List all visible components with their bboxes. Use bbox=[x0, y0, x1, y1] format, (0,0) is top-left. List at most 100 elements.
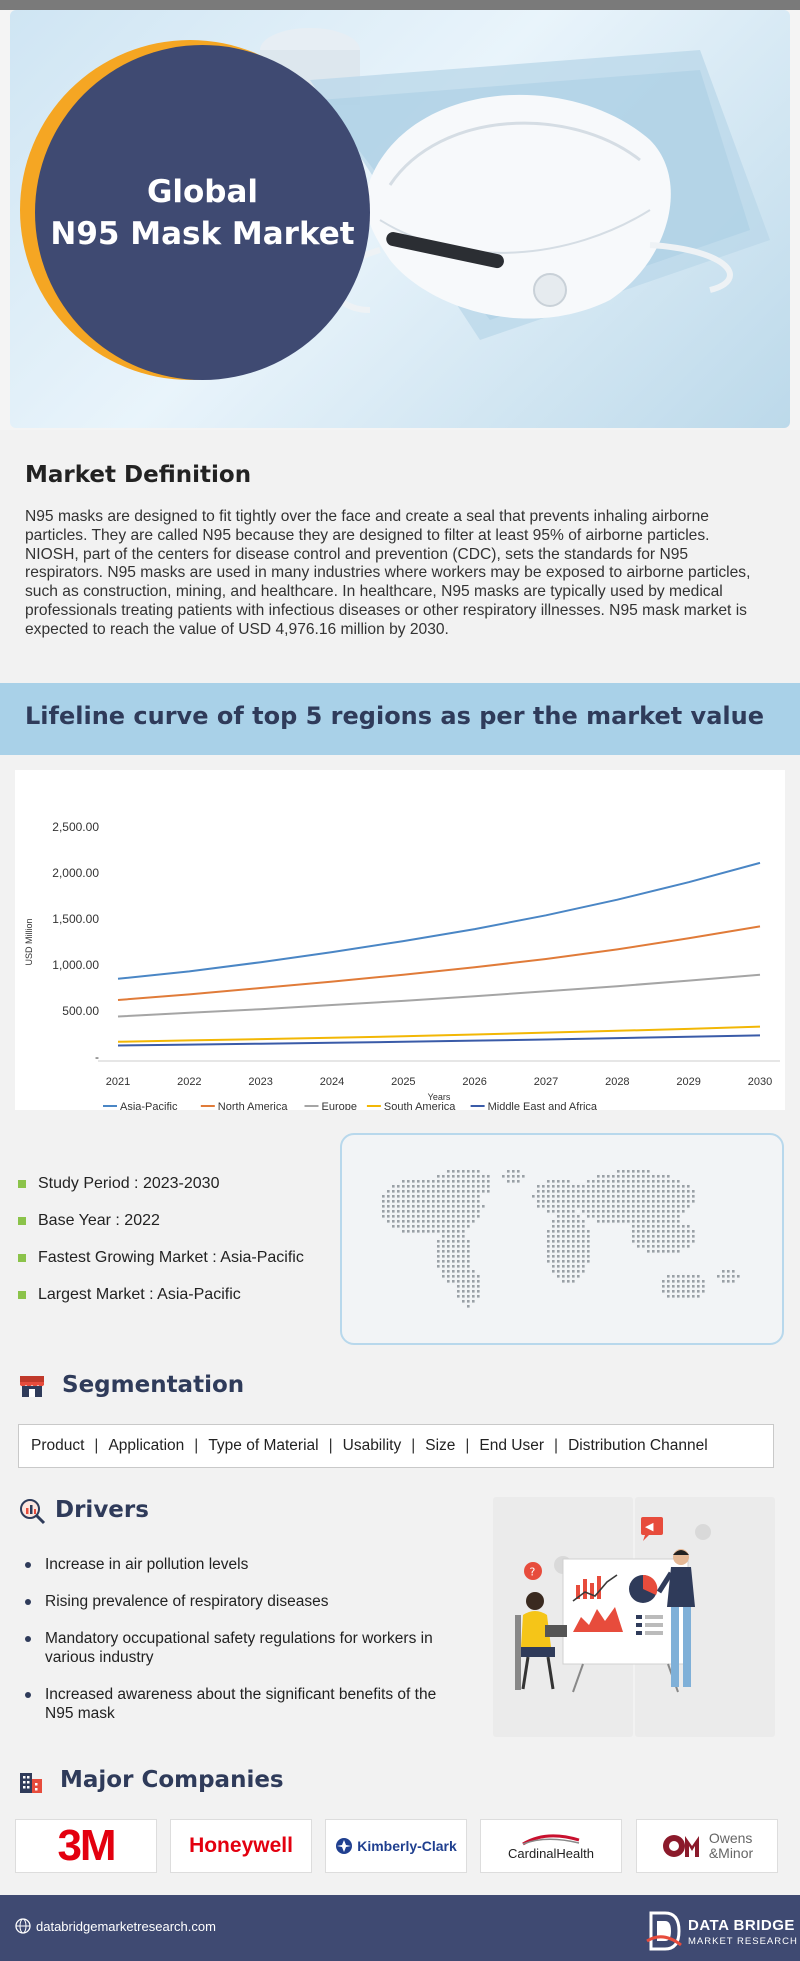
globe-icon bbox=[15, 1918, 31, 1934]
world-map-card bbox=[340, 1133, 784, 1345]
logo-honeywell: Honeywell bbox=[170, 1819, 312, 1873]
line-chart-card: 2,500.00 2,000.00 1,500.00 1,000.00 500.00 - U… bbox=[15, 770, 785, 1110]
bullet-icon bbox=[18, 1179, 26, 1188]
owens-minor-om-icon bbox=[662, 1835, 699, 1857]
definition-body: N95 masks are designed to fit tightly ov… bbox=[25, 508, 751, 638]
series-line-asia-pacific bbox=[117, 861, 761, 980]
x-tick-label: 2021 bbox=[106, 1076, 130, 1088]
segment-application: Application bbox=[108, 1437, 185, 1454]
segment-usability: Usability bbox=[342, 1437, 402, 1454]
x-tick-label: 2028 bbox=[605, 1076, 629, 1088]
logo-kimberly-clark: Kimberly-Clark bbox=[325, 1819, 467, 1873]
hero-title-line1: Global bbox=[146, 173, 259, 210]
key-facts: Study Period : 2023-2030 Base Year : 202… bbox=[18, 1165, 338, 1313]
x-tick-label: 2030 bbox=[748, 1076, 772, 1088]
bullet-icon bbox=[18, 1216, 26, 1225]
y-tick-label: 1,500.00 bbox=[52, 912, 99, 926]
bullet-icon bbox=[25, 1636, 31, 1642]
logo-owens-text: Owens bbox=[708, 1830, 753, 1846]
svg-text:?: ? bbox=[530, 1566, 536, 1579]
separator: | bbox=[465, 1437, 470, 1454]
drivers-title: Drivers bbox=[55, 1497, 149, 1523]
x-tick-label: 2025 bbox=[391, 1076, 415, 1088]
y-axis-label: USD Million bbox=[24, 918, 34, 965]
svg-text:◀: ◀ bbox=[645, 1520, 654, 1533]
y-tick-label: - bbox=[95, 1050, 99, 1064]
x-tick-label: 2024 bbox=[320, 1076, 344, 1088]
footer-website-link[interactable]: databridgemarketresearch.com bbox=[36, 1919, 216, 1934]
segment-size: Size bbox=[425, 1437, 456, 1454]
footer-brand-subtitle: MARKET RESEARCH bbox=[688, 1936, 798, 1947]
kimberly-clark-symbol-icon bbox=[336, 1838, 353, 1854]
hero-top-bar bbox=[0, 0, 800, 10]
driver-item: Increase in air pollution levels bbox=[15, 1555, 465, 1574]
series-line-south-america bbox=[117, 1025, 761, 1043]
store-icon bbox=[20, 1376, 44, 1397]
owens-minor-wordmark: Owens &Minor bbox=[709, 1831, 753, 1861]
legend-label: North America bbox=[218, 1101, 289, 1110]
segmentation-list: Product | Application | Type of Material | … bbox=[18, 1424, 774, 1468]
logo-3m-text: 3M bbox=[57, 1821, 116, 1870]
world-map-dots bbox=[382, 1170, 740, 1308]
separator: | bbox=[554, 1437, 559, 1454]
bullet-icon bbox=[25, 1599, 31, 1605]
fact-label: Largest Market : Asia-Pacific bbox=[38, 1285, 241, 1303]
series-line-north-america bbox=[117, 925, 761, 1001]
x-tick-label: 2027 bbox=[534, 1076, 558, 1088]
presentation-illustration: ? ◀ bbox=[493, 1497, 775, 1737]
footer-brand: DATA BRIDGE bbox=[688, 1917, 795, 1934]
fact-item: Base Year : 2022 bbox=[18, 1202, 338, 1239]
y-tick-label: 500.00 bbox=[62, 1004, 99, 1018]
driver-text: Rising prevalence of respiratory disease… bbox=[45, 1593, 329, 1610]
segment-type-of-material: Type of Material bbox=[208, 1437, 319, 1454]
x-axis-label: Years bbox=[428, 1092, 451, 1102]
driver-item: Increased awareness about the significan… bbox=[15, 1685, 465, 1723]
data-bridge-logo-icon bbox=[646, 1911, 682, 1951]
driver-text: Increased awareness about the significan… bbox=[45, 1686, 437, 1722]
separator: | bbox=[411, 1437, 416, 1454]
fact-item: Study Period : 2023-2030 bbox=[18, 1165, 338, 1202]
drivers-list: Increase in air pollution levels Rising … bbox=[15, 1555, 465, 1741]
series-line-middle-east-and-africa bbox=[117, 1034, 761, 1047]
lifeline-banner bbox=[0, 683, 800, 755]
fact-item: Largest Market : Asia-Pacific bbox=[18, 1276, 338, 1313]
x-tick-label: 2026 bbox=[462, 1076, 486, 1088]
y-tick-label: 2,500.00 bbox=[52, 820, 99, 834]
series-line-europe bbox=[117, 973, 761, 1018]
driver-text: Increase in air pollution levels bbox=[45, 1556, 249, 1573]
x-tick-label: 2029 bbox=[676, 1076, 700, 1088]
bullet-icon bbox=[25, 1562, 31, 1568]
cardinal-health-swoosh-icon bbox=[522, 1833, 580, 1845]
building-icon bbox=[20, 1773, 42, 1793]
driver-text: Mandatory occupational safety regulation… bbox=[45, 1630, 433, 1666]
lifeline-title: Lifeline curve of top 5 regions as per t… bbox=[25, 702, 764, 730]
logo-cardinal-health-text: CardinalHealth bbox=[508, 1845, 594, 1861]
legend-label: Asia-Pacific bbox=[120, 1101, 178, 1110]
bullet-icon bbox=[18, 1290, 26, 1299]
fact-label: Fastest Growing Market : Asia-Pacific bbox=[38, 1248, 304, 1266]
segment-product: Product bbox=[31, 1437, 85, 1454]
fact-label: Base Year : 2022 bbox=[38, 1211, 160, 1229]
bullet-icon bbox=[25, 1692, 31, 1698]
legend-label: South America bbox=[384, 1101, 456, 1110]
separator: | bbox=[194, 1437, 199, 1454]
world-map-icon bbox=[382, 1170, 740, 1308]
logo-owens-minor: Owens &Minor bbox=[636, 1819, 778, 1873]
y-tick-label: 2,000.00 bbox=[52, 866, 99, 880]
definition-title: Market Definition bbox=[25, 462, 252, 488]
separator: | bbox=[94, 1437, 99, 1454]
segment-end-user: End User bbox=[479, 1437, 545, 1454]
hero-title-line2: N95 Mask Market bbox=[50, 215, 355, 252]
y-tick-label: 1,000.00 bbox=[52, 958, 99, 972]
legend-label: Middle East and Africa bbox=[488, 1101, 598, 1110]
hero-title-badge: Global N95 Mask Market bbox=[35, 45, 370, 380]
driver-item: Rising prevalence of respiratory disease… bbox=[15, 1592, 465, 1611]
segment-distribution-channel: Distribution Channel bbox=[568, 1437, 708, 1454]
legend-label: Europe bbox=[322, 1101, 357, 1110]
separator: | bbox=[328, 1437, 333, 1454]
hero-banner: Global N95 Mask Market bbox=[0, 0, 800, 430]
fact-label: Study Period : 2023-2030 bbox=[38, 1174, 220, 1192]
logo-kimberly-clark-text: Kimberly-Clark bbox=[357, 1838, 457, 1854]
line-chart: 2,500.00 2,000.00 1,500.00 1,000.00 500.00 - U… bbox=[24, 820, 780, 1110]
logo-cardinal-health: CardinalHealth bbox=[480, 1819, 622, 1873]
